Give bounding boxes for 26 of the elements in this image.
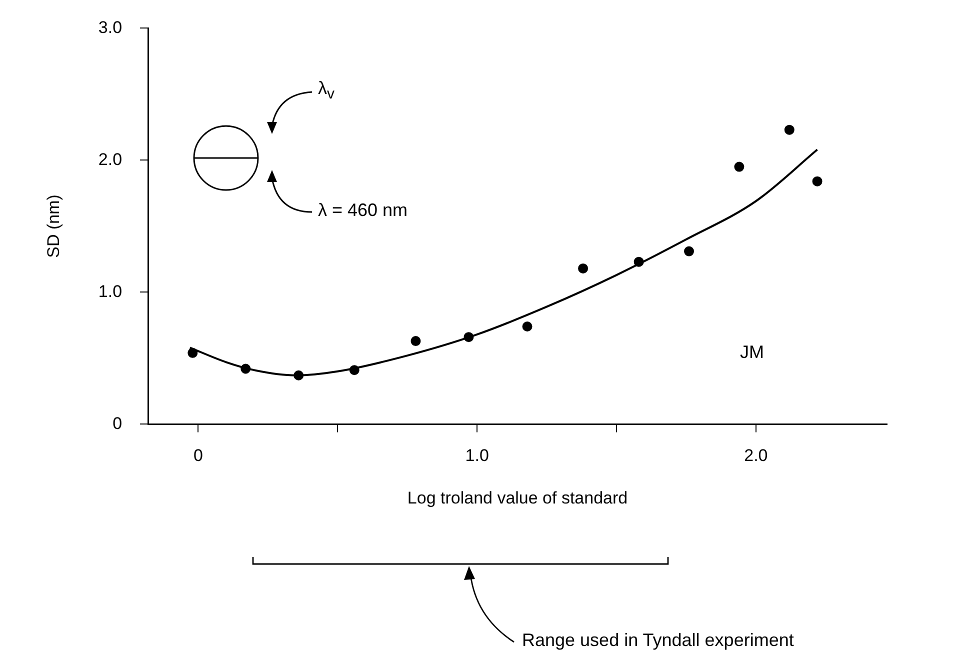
x-tick-label: 1.0 xyxy=(465,446,489,466)
point xyxy=(734,162,744,172)
point xyxy=(812,176,822,186)
annotation: λ = 460 nm xyxy=(318,200,408,221)
text: Range used in Tyndall experiment xyxy=(522,630,794,651)
point xyxy=(684,246,694,256)
y-tick-label: 1.0 xyxy=(98,282,122,301)
x-tick-label: 2.0 xyxy=(744,446,768,466)
point xyxy=(188,348,198,358)
point xyxy=(240,364,251,374)
point xyxy=(464,332,474,342)
y-tick-label: 2.0 xyxy=(98,150,122,169)
x-tick-label: 0 xyxy=(193,446,203,466)
point xyxy=(522,322,532,332)
annotation: λ$_{v}$ xyxy=(318,78,334,103)
y-axis-title: SD (nm) xyxy=(44,194,63,258)
x-axis-title: Log troland value of standard xyxy=(407,488,628,508)
point xyxy=(294,370,304,380)
y-tick-label: 0 xyxy=(112,414,122,433)
annotation: JM xyxy=(740,342,764,363)
y-tick-label: 3.0 xyxy=(98,18,122,37)
point xyxy=(634,256,644,267)
point xyxy=(349,365,360,376)
point xyxy=(410,336,421,346)
point xyxy=(784,124,794,135)
point xyxy=(578,263,588,274)
